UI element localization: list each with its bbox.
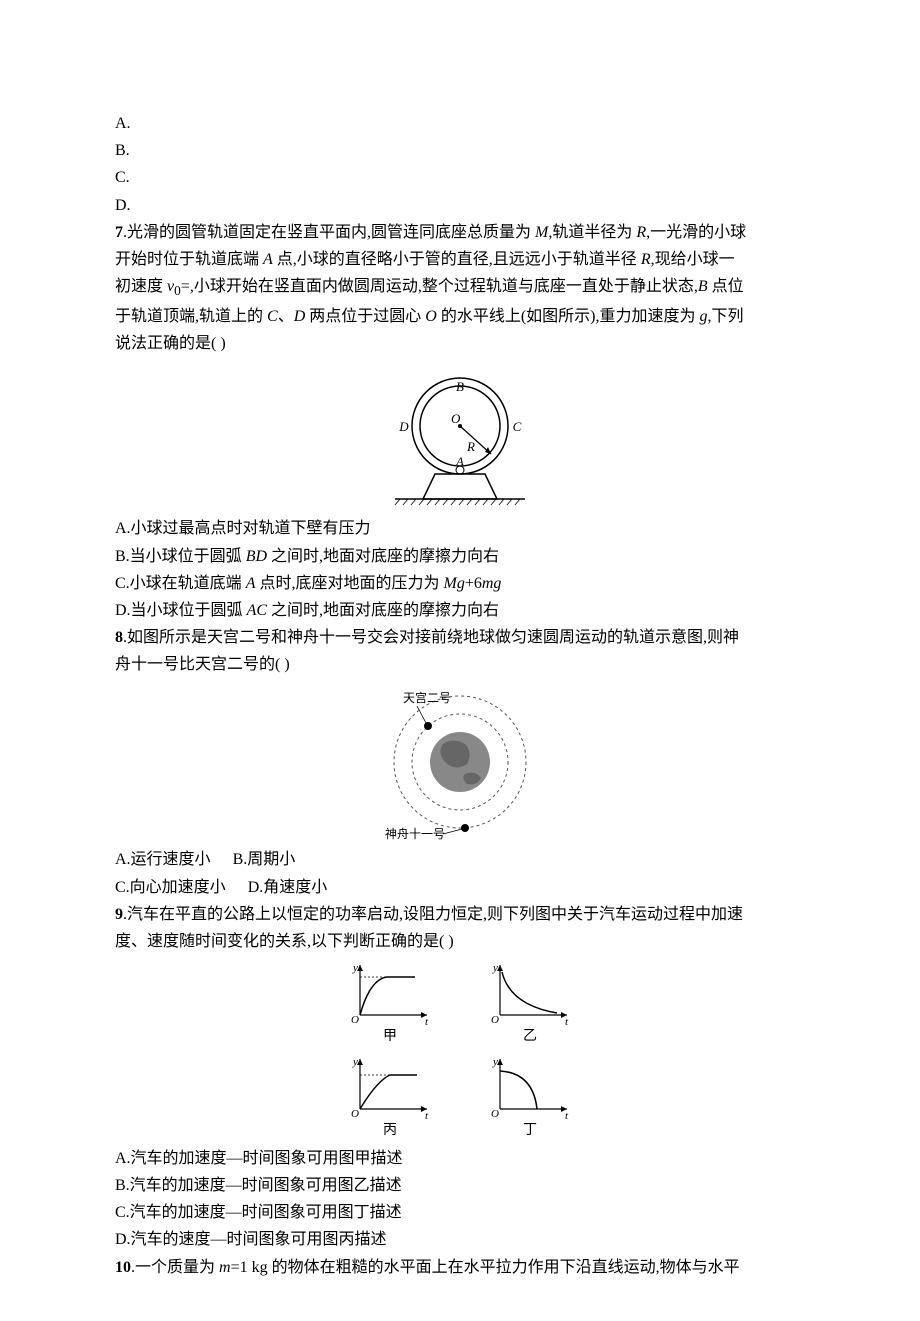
q10-number: 10 (115, 1259, 131, 1276)
q7-label-r: R (466, 439, 475, 454)
q7-label-c: C (513, 419, 522, 434)
q9-label-bing: 丙 (345, 1119, 435, 1143)
q9-option-b: B.汽车的加速度—时间图象可用图乙描述 (115, 1172, 805, 1199)
q7-option-c: C.小球在轨道底端 A 点时,底座对地面的压力为 Mg+6mg (115, 570, 805, 597)
q8-stem-line1: 8.如图所示是天宫二号和神舟十一号交会对接前绕地球做匀速圆周运动的轨道示意图,则… (115, 624, 805, 651)
q8-options-row1: A.运行速度小 B.周期小 (115, 846, 805, 873)
svg-text:y: y (352, 962, 358, 974)
q8-stem-line2: 舟十一号比天宫二号的( ) (115, 651, 805, 678)
q7-label-a: A (455, 454, 464, 468)
q8-option-a: A.运行速度小 (115, 846, 211, 873)
svg-text:y: y (492, 962, 498, 974)
svg-text:O: O (491, 1014, 499, 1026)
q8-diagram-svg: 天宫二号 神舟十一号 (355, 682, 565, 842)
q9-option-a: A.汽车的加速度—时间图象可用图甲描述 (115, 1145, 805, 1172)
q7-figure: B D C O R A (115, 361, 805, 511)
q7-stem-line2: 开始时位于轨道底端 A 点,小球的直径略小于管的直径,且远远小于轨道半径 R,现… (115, 246, 805, 273)
q8-option-b: B.周期小 (233, 846, 296, 873)
q7-label-o: O (451, 411, 461, 426)
q7-label-b: B (456, 379, 464, 394)
q10-stem-line1: 10.一个质量为 m=1 kg 的物体在粗糙的水平面上在水平拉力作用下沿直线运动… (115, 1254, 805, 1281)
q8-option-c: C.向心加速度小 (115, 874, 226, 901)
q9-stem-line2: 度、速度随时间变化的关系,以下判断正确的是( ) (115, 928, 805, 955)
svg-text:O: O (351, 1108, 359, 1120)
svg-text:O: O (351, 1014, 359, 1026)
q7-stem-line5: 说法正确的是( ) (115, 330, 805, 357)
q9-option-d: D.汽车的速度—时间图象可用图丙描述 (115, 1226, 805, 1253)
q9-graph-bing: y t O 丙 (345, 1051, 435, 1143)
q8-number: 8 (115, 629, 123, 646)
q7-stem-line1: 7.光滑的圆管轨道固定在竖直平面内,圆管连同底座总质量为 M,轨道半径为 R,一… (115, 219, 805, 246)
q7-option-d: D.当小球位于圆弧 AC 之间时,地面对底座的摩擦力向右 (115, 597, 805, 624)
q7-option-a: A.小球过最高点时对轨道下壁有压力 (115, 515, 805, 542)
q9-label-jia: 甲 (345, 1025, 435, 1049)
q9-figure: y t O 甲 y t O 乙 (115, 957, 805, 1143)
q7-number: 7 (115, 224, 123, 241)
svg-text:y: y (352, 1056, 358, 1068)
q9-graph-ding: y t O 丁 (485, 1051, 575, 1143)
q9-label-ding: 丁 (485, 1119, 575, 1143)
q7-stem-line4: 于轨道顶端,轨道上的 C、D 两点位于过圆心 O 的水平线上(如图所示),重力加… (115, 303, 805, 330)
q9-graph-yi: y t O 乙 (485, 957, 575, 1049)
q7-stem-line3: 初速度 v0=,小球开始在竖直面内做圆周运动,整个过程轨道与底座一直处于静止状态… (115, 273, 805, 303)
q9-label-yi: 乙 (485, 1025, 575, 1049)
q7-diagram-svg: B D C O R A (375, 361, 545, 511)
q9-number: 9 (115, 906, 123, 923)
q8-options-row2: C.向心加速度小 D.角速度小 (115, 874, 805, 901)
q8-option-d: D.角速度小 (248, 874, 328, 901)
svg-text:y: y (492, 1056, 498, 1068)
q9-stem-line1: 9.汽车在平直的公路上以恒定的功率启动,设阻力恒定,则下列图中关于汽车运动过程中… (115, 901, 805, 928)
q6-option-c: C. (115, 164, 805, 191)
q8-label-bottom: 神舟十一号 (385, 827, 445, 841)
q6-option-b: B. (115, 137, 805, 164)
q6-option-d: D. (115, 192, 805, 219)
svg-text:O: O (491, 1108, 499, 1120)
q8-figure: 天宫二号 神舟十一号 (115, 682, 805, 842)
q7-label-d: D (398, 419, 409, 434)
q6-option-a: A. (115, 110, 805, 137)
q7-option-b: B.当小球位于圆弧 BD 之间时,地面对底座的摩擦力向右 (115, 543, 805, 570)
q9-option-c: C.汽车的加速度—时间图象可用图丁描述 (115, 1199, 805, 1226)
q9-graph-jia: y t O 甲 (345, 957, 435, 1049)
q8-label-top: 天宫二号 (403, 690, 451, 705)
